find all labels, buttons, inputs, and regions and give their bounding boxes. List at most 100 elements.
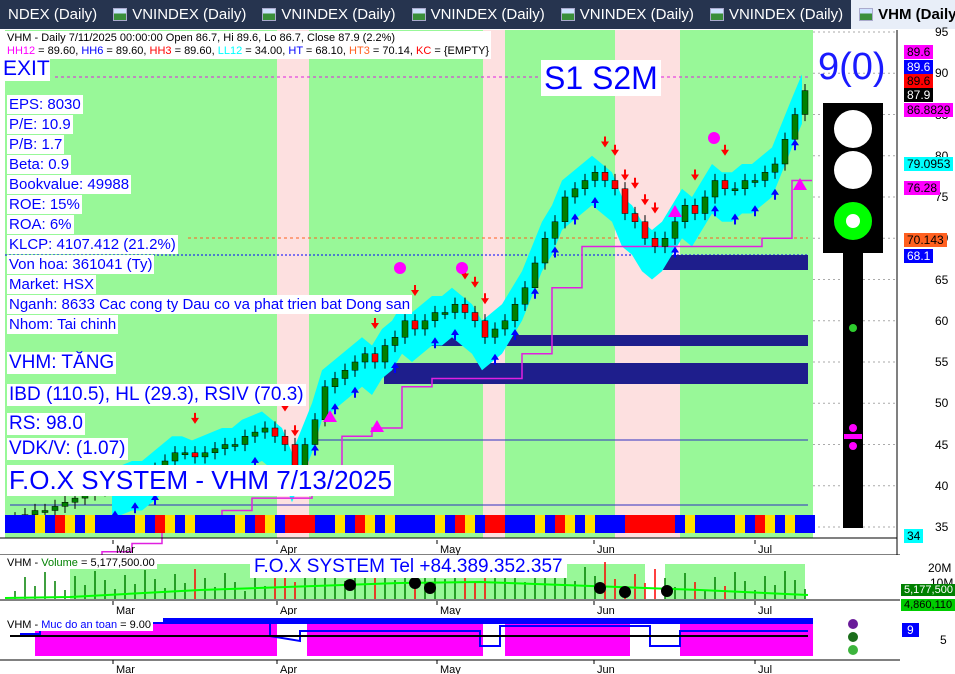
fundamental-item: EPS: 8030 (7, 95, 83, 114)
safety-chart: Mar Apr May Jun Jul (0, 618, 900, 674)
sell-arrow-icon (461, 268, 469, 280)
signal-strip-cell (475, 515, 485, 533)
signal-strip-cell (605, 515, 615, 533)
month-label: Apr (280, 544, 297, 555)
candle (471, 312, 479, 321)
buy-arrow-icon (331, 403, 339, 415)
buy-arrow-icon (751, 205, 759, 217)
signal-strip-cell (525, 515, 535, 533)
buy-arrow-icon (791, 139, 799, 151)
indicator-value: = 89.60, (103, 45, 150, 57)
signal-strip-cell (745, 515, 755, 533)
fundamental-item: Bookvalue: 49988 (7, 175, 132, 194)
candle (331, 378, 339, 387)
tab-6[interactable]: VHM (Daily) (851, 0, 955, 29)
safety-gap (483, 624, 505, 656)
tab-2[interactable]: VNINDEX (Daily) (254, 0, 403, 29)
light-green-on (834, 202, 872, 240)
candle (191, 452, 199, 458)
volume-value: = 5,177,500.00 (77, 557, 155, 569)
candle (721, 180, 729, 189)
candle (231, 444, 239, 447)
candle (531, 262, 539, 288)
vol-tick-20m: 20M (928, 561, 952, 575)
candle (681, 205, 689, 222)
sell-arrow-icon (621, 169, 629, 181)
resistance-zone (657, 255, 808, 270)
magenta-dot (849, 442, 857, 450)
candle (341, 370, 349, 379)
chart-tabs: NDEX (Daily) VNINDEX (Daily) VNINDEX (Dail… (0, 0, 955, 29)
triangle-icon (793, 178, 807, 190)
candle (361, 353, 369, 363)
signal-strip-cell (795, 515, 805, 533)
signal-strip-cell (55, 515, 65, 533)
signal-strip-cell (115, 515, 125, 533)
signal-strip-cell (295, 515, 305, 533)
month-label: Apr (280, 664, 297, 674)
volume-ma-line (4, 580, 809, 599)
candle (391, 337, 399, 346)
tab-label: VHM (Daily) (878, 6, 955, 23)
safety-name: Muc do an toan (41, 619, 118, 631)
buy-arrow-icon (591, 197, 599, 208)
month-label: Jul (758, 664, 772, 674)
tab-label: VNINDEX (Daily) (430, 6, 545, 23)
resistance-zone (420, 335, 808, 346)
fundamental-item: Market: HSX (7, 275, 97, 294)
signal-strip-cell (715, 515, 725, 533)
signal-strip-cell (265, 515, 275, 533)
exit-label: EXIT (3, 57, 50, 81)
tab-5[interactable]: VNINDEX (Daily) (702, 0, 851, 29)
signal-strip-cell (345, 515, 355, 533)
signal-strip-cell (755, 515, 765, 533)
price-tag: 87.9 (904, 88, 934, 102)
price-tick: 60 (935, 313, 949, 328)
safety-symbol: VHM (7, 619, 32, 631)
chart-header: VHM - Daily 7/11/2025 00:00:00 Open 86.7… (5, 31, 492, 59)
candle (611, 180, 619, 189)
signal-strip-cell (765, 515, 775, 533)
candle (181, 452, 189, 455)
sell-arrow-icon (691, 169, 699, 181)
tab-0[interactable]: NDEX (Daily) (0, 0, 105, 29)
signal-strip-cell (305, 515, 315, 533)
tab-3[interactable]: VNINDEX (Daily) (404, 0, 553, 29)
price-tick: 40 (935, 478, 949, 493)
buy-arrow-icon (151, 494, 159, 505)
indicator-value: = 89.60, (171, 45, 218, 57)
signal-strip-cell (325, 515, 335, 533)
buy-arrow-icon (511, 329, 519, 340)
buy-arrow-icon (451, 329, 459, 340)
black-dot-icon (344, 579, 356, 591)
candle (731, 188, 739, 191)
candle (401, 320, 409, 338)
signal-strip-cell (405, 515, 415, 533)
candle (781, 139, 789, 165)
candle (201, 452, 209, 458)
month-label: Jun (597, 544, 615, 555)
green-background (5, 30, 813, 538)
chart-icon (859, 8, 874, 21)
candle (621, 188, 629, 214)
candle (41, 510, 49, 513)
signal-strip-cell (445, 515, 455, 533)
fundamental-item: P/E: 10.9 (7, 115, 73, 134)
indicator-name: HT (288, 45, 303, 57)
signal-strip-cell (535, 515, 545, 533)
buy-arrow-icon (531, 287, 539, 299)
status-dot-icon (848, 645, 858, 655)
price-chart[interactable]: Mar Apr May Jun Jul (0, 30, 900, 555)
price-tag: 68.1 (904, 249, 934, 263)
pink-band (615, 30, 680, 538)
volume-tag: 5,177,500 (901, 584, 955, 596)
score-label: 9(0) (818, 46, 886, 88)
black-dot-icon (594, 582, 606, 594)
signal-strip-cell (135, 515, 145, 533)
signal-strip-cell (365, 515, 375, 533)
tab-1[interactable]: VNINDEX (Daily) (105, 0, 254, 29)
candle (351, 361, 359, 371)
candle (211, 448, 219, 453)
tab-4[interactable]: VNINDEX (Daily) (553, 0, 702, 29)
candle (481, 320, 489, 338)
